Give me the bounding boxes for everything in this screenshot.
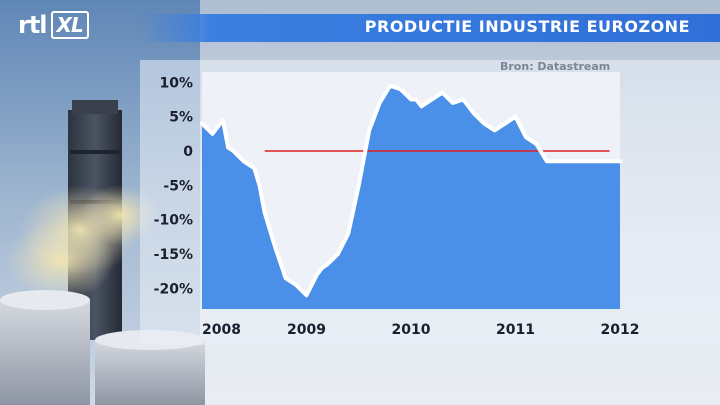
chart-source: Bron: Datastream xyxy=(500,60,611,73)
x-tick-label: 2008 xyxy=(202,322,241,338)
y-tick-label: -20% xyxy=(154,281,193,297)
y-tick-label: 0 xyxy=(183,144,193,160)
y-tick-label: -10% xyxy=(154,213,193,229)
series-line xyxy=(200,83,622,298)
y-tick-label: -15% xyxy=(154,247,193,263)
title-bar: PRODUCTIE INDUSTRIE EUROZONE xyxy=(140,14,720,42)
y-tick-label: -5% xyxy=(163,178,193,194)
y-tick-label: 10% xyxy=(159,75,193,91)
x-tick-label: 2010 xyxy=(392,322,431,338)
channel-logo: rtl XL xyxy=(18,10,89,40)
x-tick-label: 2009 xyxy=(287,322,326,338)
x-tick-label: 2012 xyxy=(601,322,640,338)
page-title: PRODUCTIE INDUSTRIE EUROZONE xyxy=(364,17,690,36)
logo-badge: XL xyxy=(50,11,89,39)
x-tick-label: 2011 xyxy=(496,322,535,338)
logo-text: rtl xyxy=(18,11,48,39)
series-area xyxy=(202,85,620,309)
y-tick-label: 5% xyxy=(169,110,193,126)
